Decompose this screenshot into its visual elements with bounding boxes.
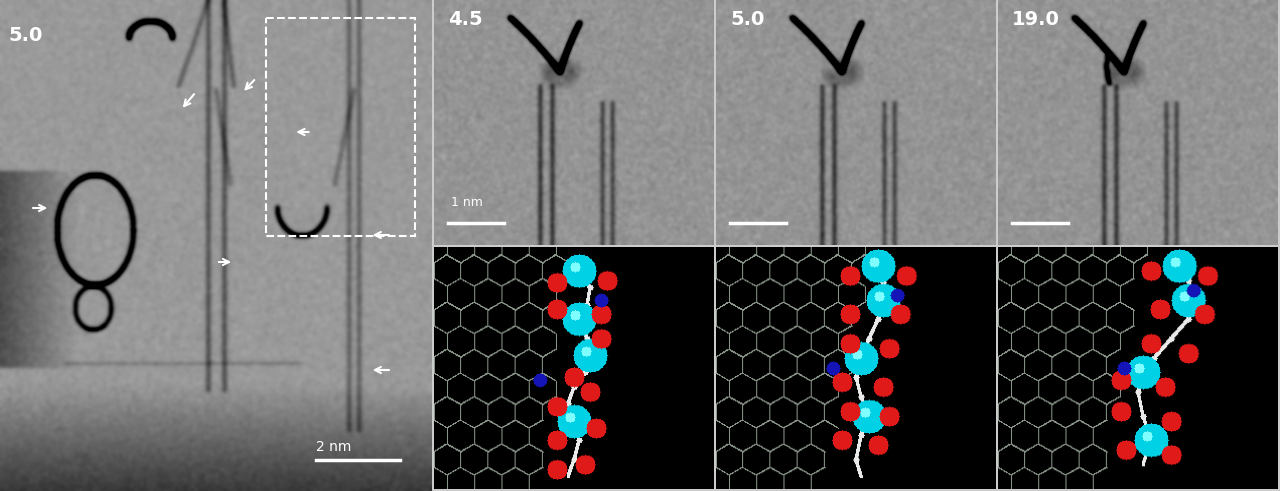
Text: 19.0: 19.0 [1012, 10, 1060, 29]
Bar [266, 18, 415, 236]
Text: 4.5: 4.5 [448, 10, 483, 29]
Text: 1 nm: 1 nm [451, 196, 483, 209]
Text: 2 nm: 2 nm [316, 440, 352, 454]
Text: 5.0: 5.0 [730, 10, 764, 29]
Text: 5.0: 5.0 [8, 26, 42, 45]
